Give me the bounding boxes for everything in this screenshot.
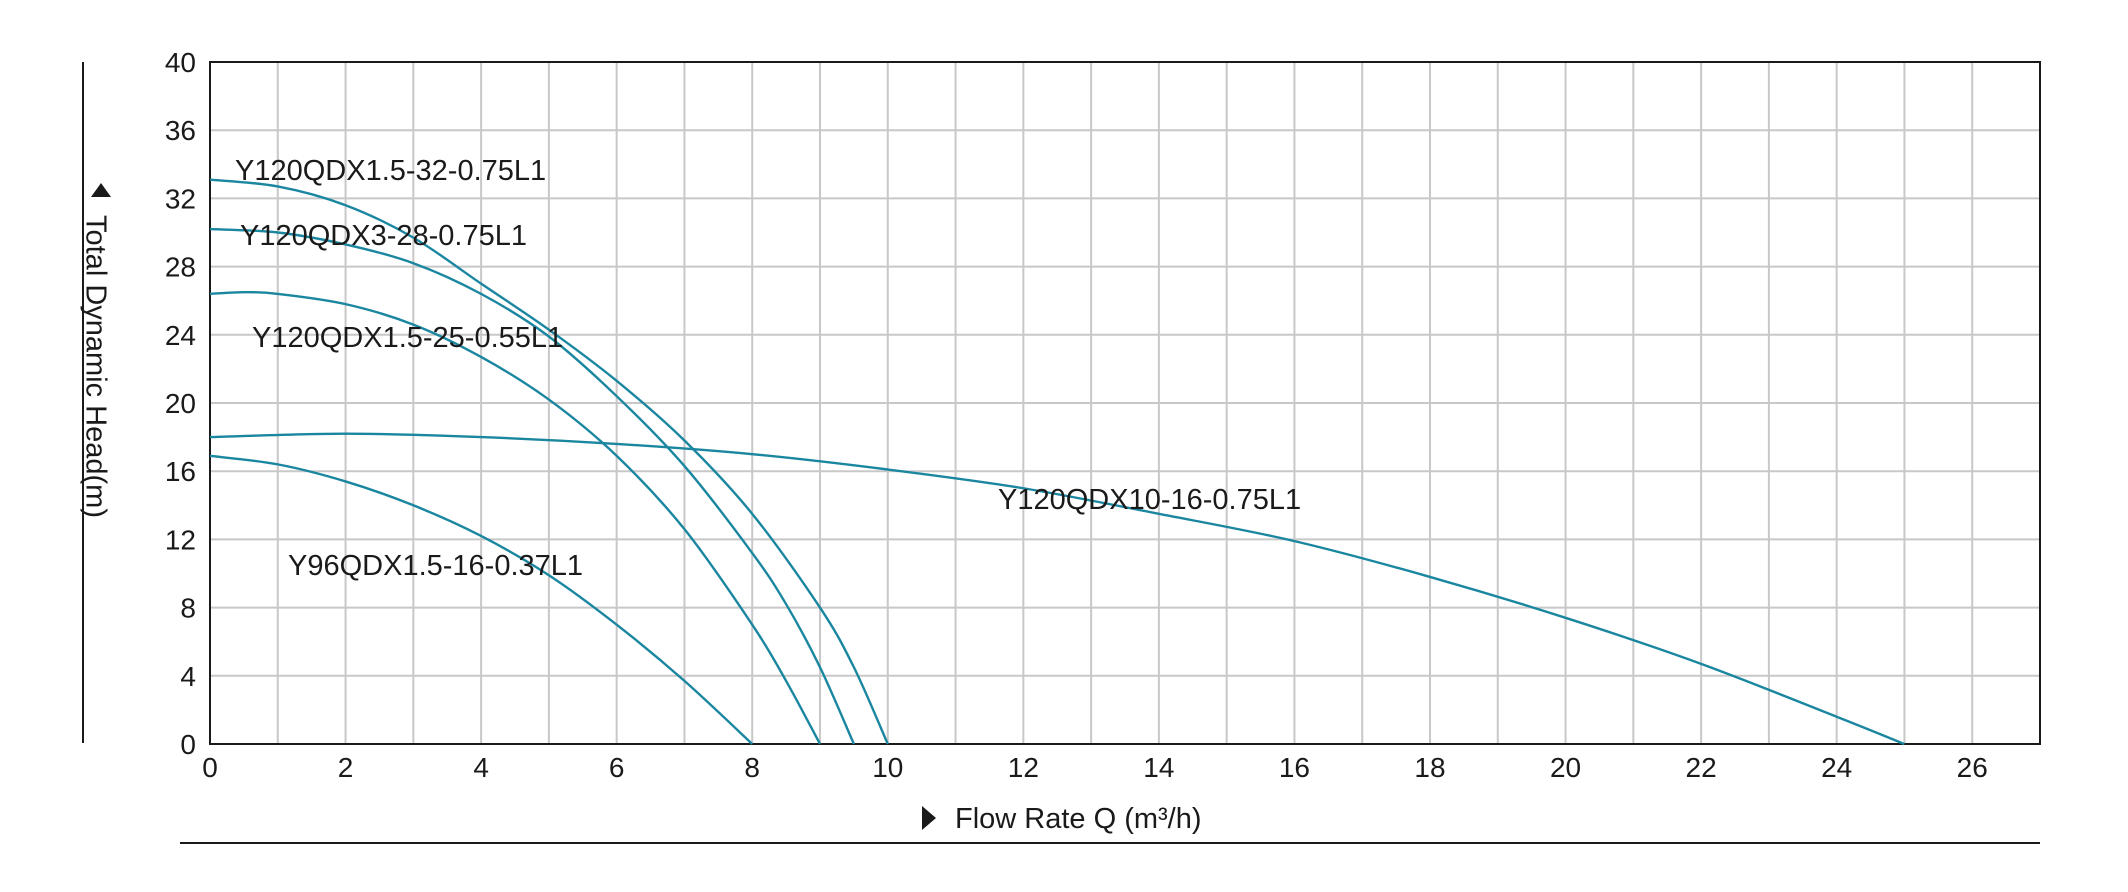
x-tick-label: 14: [1143, 752, 1174, 783]
y-tick-label: 12: [165, 524, 196, 555]
x-tick-label: 12: [1008, 752, 1039, 783]
grid: [210, 62, 2040, 744]
y-tick-label: 36: [165, 115, 196, 146]
x-tick-label: 22: [1686, 752, 1717, 783]
y-tick-label: 32: [165, 183, 196, 214]
y-tick-label: 20: [165, 388, 196, 419]
series-labels: Y120QDX1.5-32-0.75L1 Y120QDX3-28-0.75L1 Y1…: [235, 155, 1301, 582]
y-axis-arrow-icon: [91, 183, 111, 197]
x-tick-label: 24: [1821, 752, 1852, 783]
x-tick-label: 20: [1550, 752, 1581, 783]
series-curve-1: [209, 178, 889, 745]
x-tick-label: 2: [338, 752, 354, 783]
series-label-5: Y96QDX1.5-16-0.37L1: [288, 550, 583, 582]
series-curve-3: [209, 290, 822, 745]
x-tick-label: 26: [1957, 752, 1988, 783]
series-label-1: Y120QDX1.5-32-0.75L1: [235, 155, 546, 187]
y-tick-label: 24: [165, 320, 196, 351]
y-tick-label: 40: [165, 47, 196, 78]
x-tick-label: 16: [1279, 752, 1310, 783]
x-axis-arrow-icon: [922, 806, 936, 830]
x-tick-label: 6: [609, 752, 625, 783]
x-tick-label: 8: [744, 752, 760, 783]
series-curve-2: [209, 227, 855, 745]
y-tick-label: 28: [165, 252, 196, 283]
plot-frame: [209, 61, 2041, 745]
series-curve-5: [209, 454, 754, 745]
x-tick-label: 0: [202, 752, 218, 783]
y-axis-title: Total Dynamic Head(m): [79, 215, 111, 518]
x-tick-label: 10: [872, 752, 903, 783]
y-tick-label: 4: [180, 661, 196, 692]
x-tick-label: 4: [473, 752, 489, 783]
series-label-2: Y120QDX3-28-0.75L1: [240, 220, 527, 252]
x-tick-label: 18: [1414, 752, 1445, 783]
x-axis-title: Flow Rate Q (m³/h): [955, 803, 1202, 835]
y-tick-label: 0: [180, 729, 196, 760]
series-label-4: Y120QDX10-16-0.75L1: [998, 484, 1301, 516]
curves: [209, 178, 1905, 746]
y-tick-label: 8: [180, 593, 196, 624]
series-curve-4: [209, 432, 1905, 746]
y-tick-label: 16: [165, 456, 196, 487]
tick-labels: 0 2 4 6 8 10 12 14 16 18 20 22 24 2604812162024283236…: [165, 47, 1988, 783]
series-label-3: Y120QDX1.5-25-0.55L1: [252, 322, 563, 354]
